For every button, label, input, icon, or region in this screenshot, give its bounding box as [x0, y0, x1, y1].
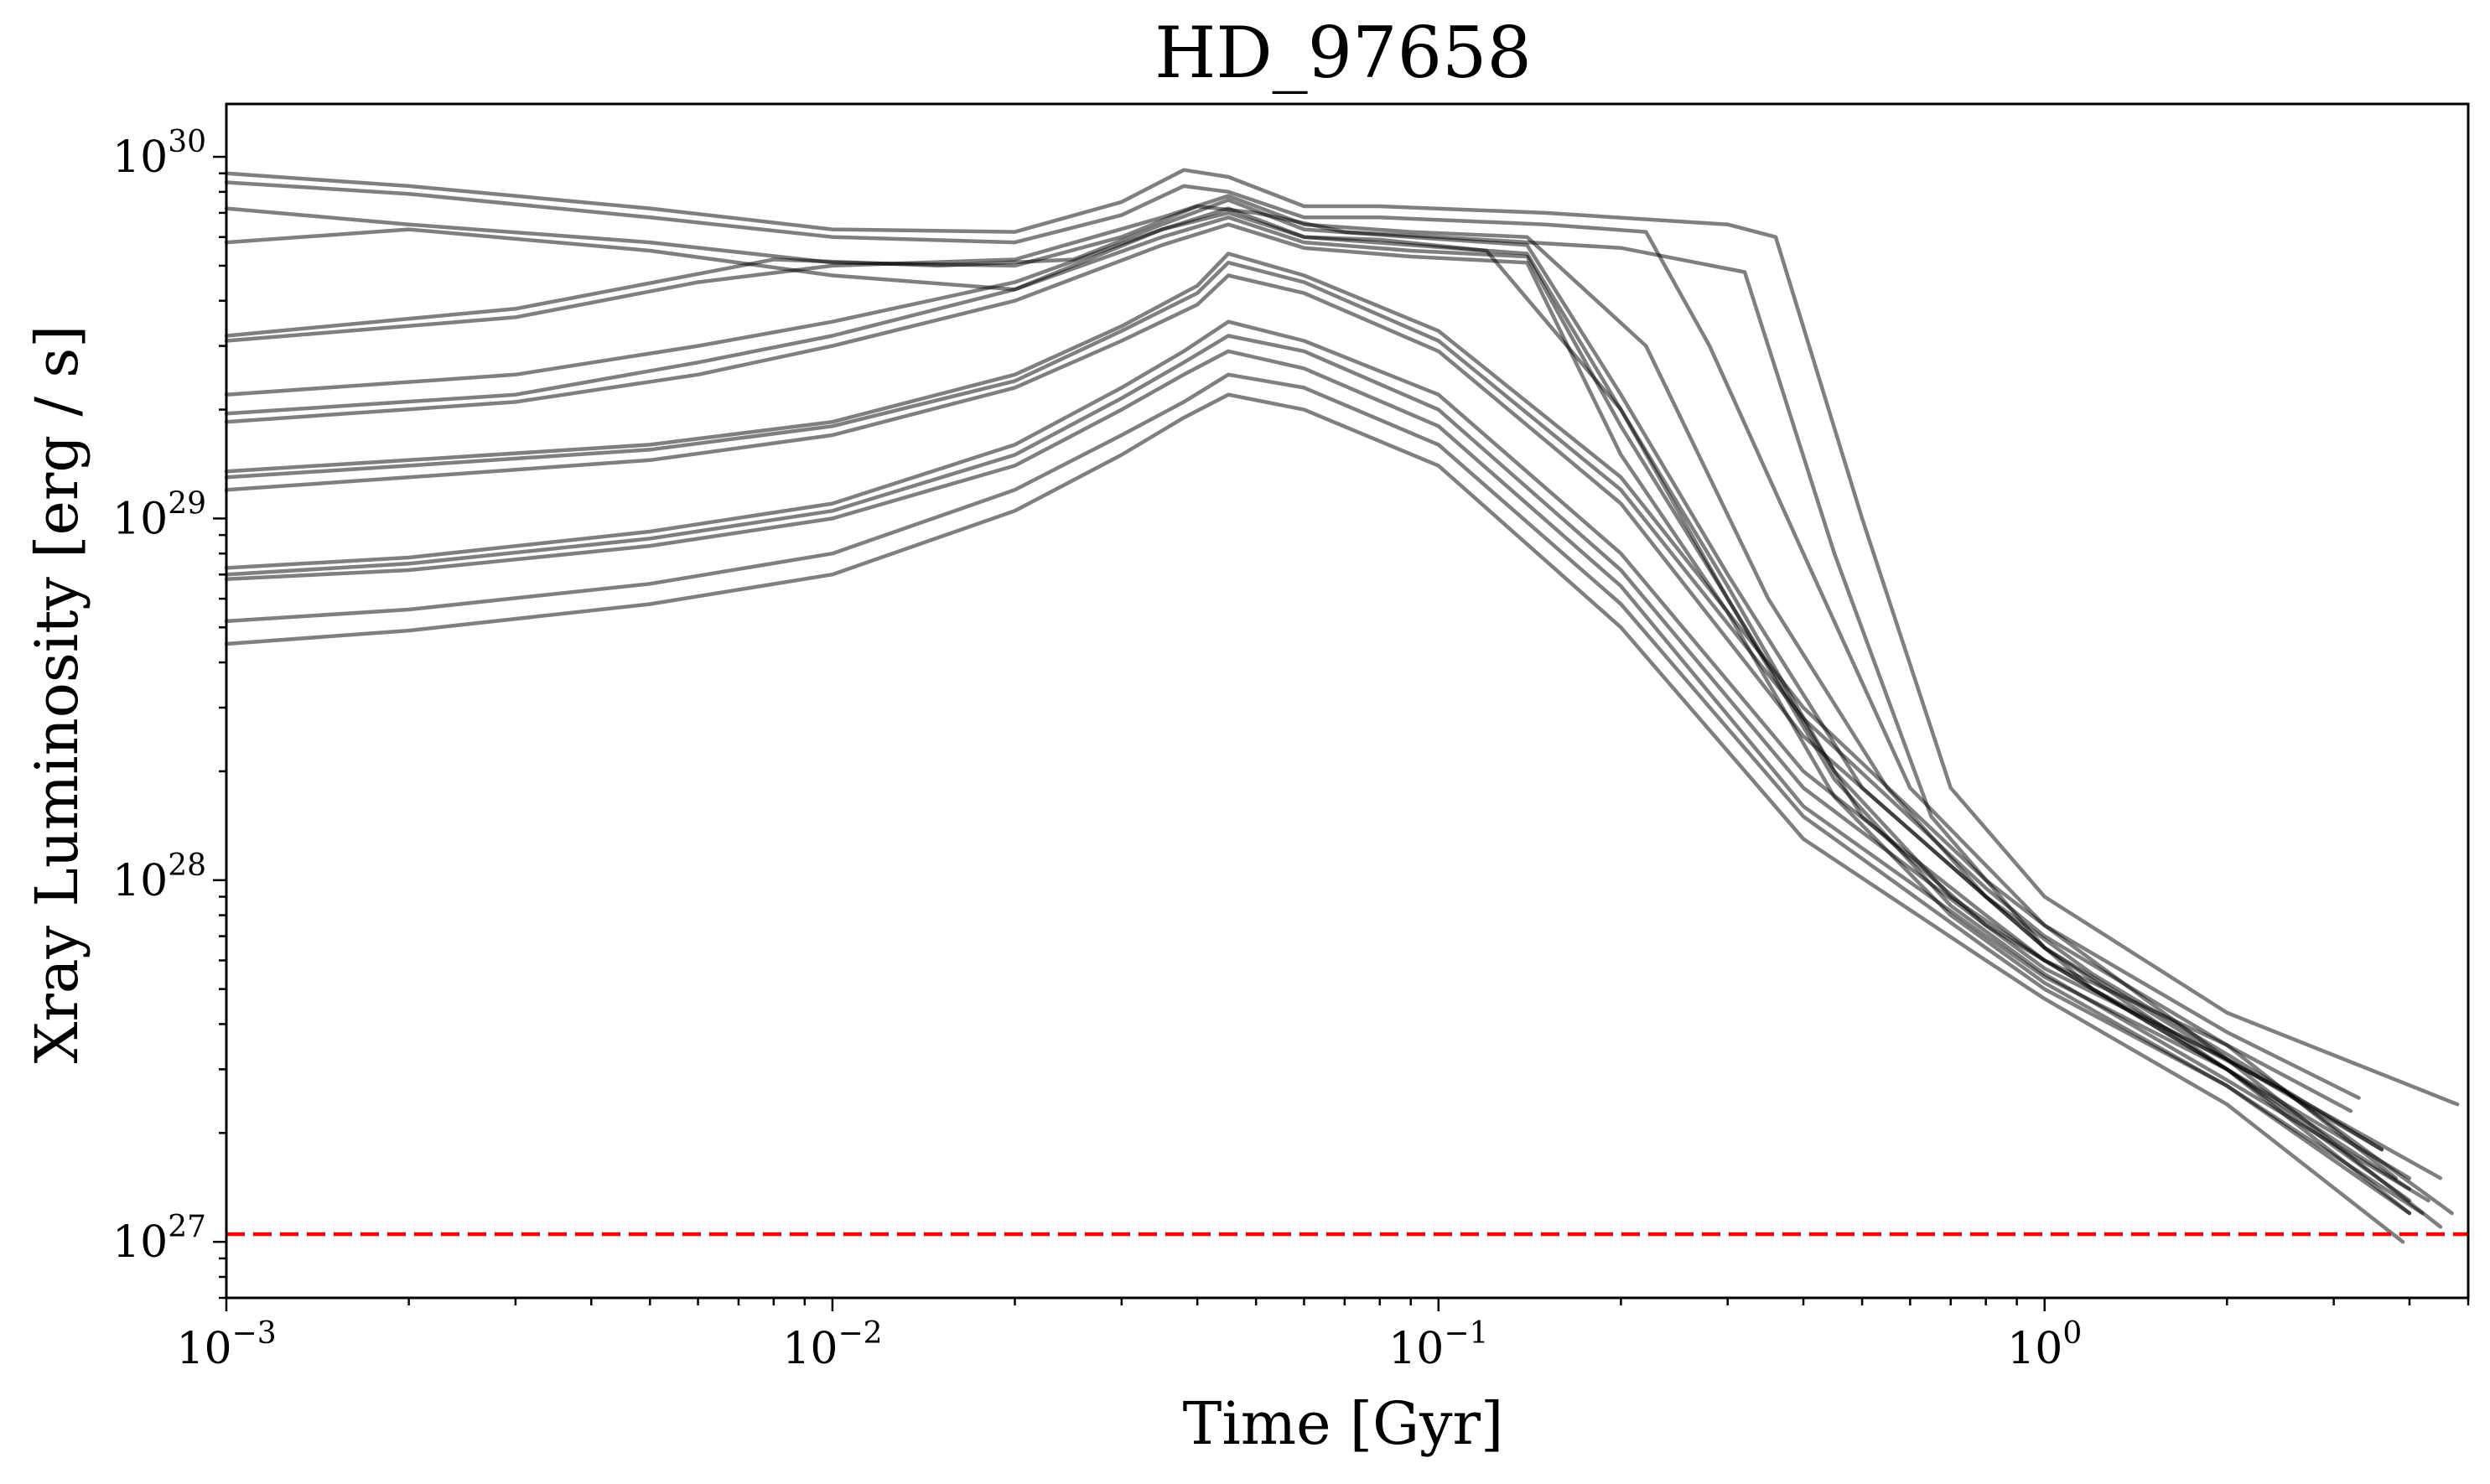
- series-line-2: [224, 180, 2443, 1180]
- series-line-4: [224, 210, 2454, 1216]
- series-line-7: [224, 206, 2412, 1203]
- series-group: [224, 168, 2460, 1244]
- series-line-9: [224, 222, 2412, 1216]
- x-axis-label: Time [Gyr]: [1183, 1389, 1504, 1458]
- axis-ticks: 10−3 10−2 10−1 100 1027 1028 1029 1030: [112, 125, 2470, 1374]
- x-tick-label: 10−2: [782, 1316, 882, 1374]
- series-line-1: [224, 168, 2460, 1107]
- series-line-6: [224, 194, 2384, 1152]
- chart-title: HD_97658: [1154, 12, 1532, 94]
- series-line-16: [224, 372, 2425, 1216]
- y-tick-label: 1027: [112, 1210, 206, 1268]
- series-line-10: [224, 252, 2361, 1100]
- series-line-14: [224, 334, 2384, 1152]
- y-tick-label: 1028: [112, 848, 206, 906]
- x-tick-label: 10−1: [1388, 1316, 1488, 1374]
- series-line-8: [224, 215, 2430, 1203]
- y-axis-label: Xray Luminosity [erg / s]: [23, 325, 91, 1064]
- y-tick-label: 1029: [112, 486, 206, 544]
- x-tick-label: 100: [2007, 1316, 2082, 1374]
- plot-frame: [225, 102, 2470, 1300]
- series-line-15: [224, 349, 2412, 1180]
- y-tick-label: 1030: [112, 125, 206, 183]
- series-line-17: [224, 392, 2405, 1244]
- x-tick-label: 10−3: [176, 1316, 276, 1374]
- series-line-13: [224, 319, 2353, 1113]
- series-line-11: [224, 260, 2399, 1180]
- series-line-12: [224, 273, 2443, 1229]
